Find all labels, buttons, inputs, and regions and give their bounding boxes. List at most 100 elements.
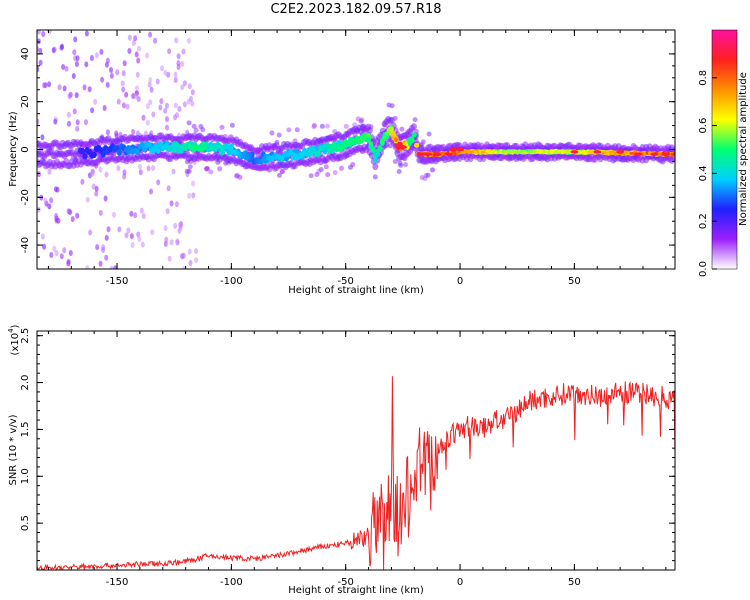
heatmap-cell: [151, 148, 156, 154]
heatmap-cell: [200, 127, 206, 133]
heatmap-cell: [47, 81, 52, 88]
heatmap-cell: [378, 145, 382, 151]
heatmap-cell: [145, 119, 150, 126]
heatmap-cell: [188, 260, 193, 266]
heatmap-cell: [90, 107, 95, 114]
heatmap-cell: [115, 69, 120, 76]
heatmap-cell: [334, 147, 339, 153]
heatmap-cell: [389, 126, 394, 132]
y-tick-label: 2.5: [20, 328, 31, 344]
heatmap-cell: [325, 172, 331, 178]
heatmap-cell: [124, 91, 129, 98]
heatmap-cell: [122, 169, 127, 176]
heatmap-cell: [165, 116, 169, 123]
heatmap-cell: [80, 147, 86, 155]
heatmap-cell: [456, 147, 465, 152]
heatmap-cell: [204, 166, 210, 172]
heatmap-cell: [280, 169, 285, 175]
heatmap-cell: [131, 40, 136, 46]
heatmap-cell: [57, 84, 62, 91]
heatmap-cell: [68, 250, 73, 256]
heatmap-cell: [318, 167, 324, 172]
heatmap-cell: [449, 147, 458, 152]
heatmap-cell: [141, 213, 146, 220]
heatmap-cell: [114, 130, 119, 137]
heatmap-cell: [133, 212, 138, 219]
heatmap-cell: [106, 226, 111, 233]
heatmap-cell: [323, 164, 329, 170]
heatmap-cell: [124, 232, 129, 239]
heatmap-cell: [100, 76, 105, 83]
heatmap-cell: [341, 144, 346, 150]
heatmap-cell: [319, 123, 325, 129]
heatmap-cell: [37, 171, 41, 178]
heatmap-cell: [120, 80, 125, 87]
heatmap-cell: [137, 163, 142, 170]
heatmap-cell: [339, 165, 344, 171]
heatmap-cell: [85, 265, 90, 269]
heatmap-cell: [89, 55, 94, 61]
heatmap-cell: [191, 123, 197, 129]
heatmap-cell: [176, 64, 181, 70]
heatmap-cell: [186, 120, 192, 126]
heatmap-cell: [38, 47, 43, 54]
heatmap-cell: [191, 192, 196, 199]
heatmap-cell: [166, 185, 171, 192]
heatmap-cell: [175, 112, 179, 119]
heatmap-cell: [277, 172, 282, 178]
heatmap-cell: [75, 55, 80, 62]
heatmap-cell: [121, 86, 126, 93]
heatmap-cell: [71, 73, 76, 79]
heatmap-cell: [113, 265, 118, 269]
heatmap-cell: [109, 265, 114, 269]
heatmap-cell: [54, 213, 59, 219]
heatmap-cell: [67, 93, 72, 100]
heatmap-cell: [66, 208, 71, 215]
heatmap-cell: [366, 137, 371, 143]
y-tick-label: 20: [20, 95, 31, 108]
heatmap-cell: [398, 145, 407, 149]
heatmap-cell: [412, 117, 418, 123]
heatmap-cell: [424, 152, 433, 157]
heatmap-cell: [104, 234, 109, 241]
heatmap-cell: [90, 170, 95, 177]
heatmap-cell: [396, 169, 402, 174]
heatmap-cell: [133, 35, 138, 42]
heatmap-cell: [171, 168, 176, 175]
heatmap-cell: [312, 122, 317, 128]
heatmap-cell: [134, 93, 138, 100]
heatmap-cell: [64, 65, 69, 72]
heatmap-cell: [145, 52, 150, 59]
heatmap-cell: [109, 67, 113, 73]
x-tick-label: -150: [106, 276, 129, 287]
heatmap-cell: [372, 163, 379, 171]
heatmap-cell: [269, 130, 275, 136]
heatmap-cell: [308, 173, 314, 179]
heatmap-cell: [372, 174, 378, 180]
heatmap-cell: [194, 248, 199, 254]
heatmap-cell: [150, 229, 155, 236]
snr-scale-exponent: 4: [7, 328, 15, 333]
heatmap-cell: [129, 233, 134, 240]
heatmap-cell: [91, 151, 97, 159]
heatmap-cell: [366, 127, 373, 134]
heatmap-cell: [129, 210, 134, 217]
snr-frame: [36, 330, 676, 571]
heatmap-cell: [193, 127, 199, 133]
heatmap-cell: [84, 119, 88, 126]
heatmap-cell: [155, 78, 160, 85]
heatmap-cell: [155, 148, 161, 154]
heatmap-cell: [186, 168, 192, 174]
heatmap-cell: [102, 105, 107, 111]
heatmap-cell: [148, 77, 153, 83]
heatmap-cell: [190, 89, 195, 96]
heatmap-cell: [391, 130, 396, 136]
heatmap-cell: [98, 209, 103, 216]
heatmap-cell: [135, 85, 139, 92]
heatmap-cell: [85, 196, 90, 203]
heatmap-cell: [101, 247, 105, 253]
heatmap-cell: [382, 135, 387, 141]
heatmap-cell: [276, 132, 282, 138]
heatmap-cell: [173, 102, 178, 109]
heatmap-cell: [103, 195, 108, 202]
